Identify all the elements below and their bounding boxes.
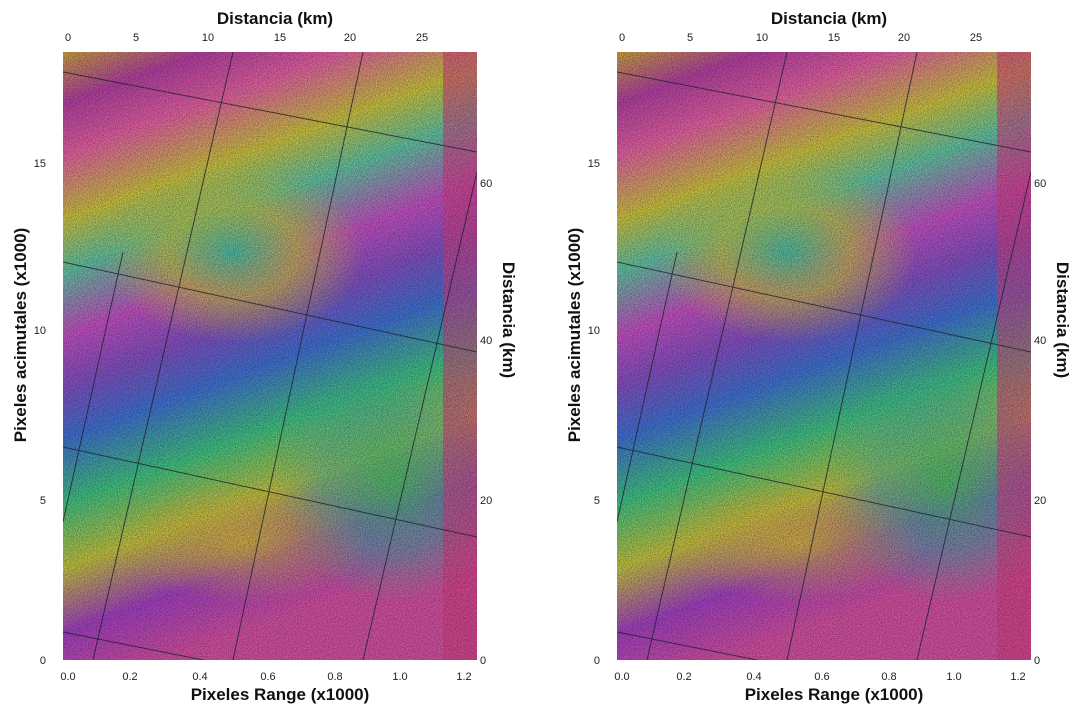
bottom-tick-label: 1.2 xyxy=(456,671,471,683)
bottom-tick-label: 0.8 xyxy=(327,671,342,683)
bottom-tick-label: 0.2 xyxy=(122,671,137,683)
left-tick-label: 5 xyxy=(40,495,46,507)
top-tick-label: 5 xyxy=(687,32,693,44)
bottom-tick-label: 1.0 xyxy=(392,671,407,683)
interferogram xyxy=(63,52,513,660)
right-tick-label: 0 xyxy=(1034,655,1040,667)
left-axis-label: Pixeles acimutales (x1000) xyxy=(565,228,584,443)
left-tick-label: 10 xyxy=(588,325,600,337)
top-tick-label: 10 xyxy=(202,32,214,44)
top-tick-label: 20 xyxy=(344,32,356,44)
top-tick-label: 25 xyxy=(416,32,428,44)
left-tick-label: 10 xyxy=(34,325,46,337)
right-tick-label: 20 xyxy=(1034,495,1046,507)
top-tick-label: 25 xyxy=(970,32,982,44)
left-tick-label: 0 xyxy=(40,655,46,667)
bottom-axis-label: Pixeles Range (x1000) xyxy=(191,685,370,704)
right-axis-label: Distancia (km) xyxy=(1053,262,1072,378)
axes: Distancia (km) 0 5 10 15 20 25 Pixeles acimutal… xyxy=(11,9,1072,704)
top-tick-label: 0 xyxy=(619,32,625,44)
top-tick-label: 20 xyxy=(898,32,910,44)
right-tick-label: 60 xyxy=(480,178,492,190)
interferogram xyxy=(617,52,1067,660)
bottom-tick-label: 0.0 xyxy=(614,671,629,683)
bottom-axis-label: Pixeles Range (x1000) xyxy=(745,685,924,704)
bottom-tick-label: 0.2 xyxy=(676,671,691,683)
bottom-tick-label: 0.4 xyxy=(192,671,207,683)
left-tick-label: 5 xyxy=(594,495,600,507)
right-tick-label: 60 xyxy=(1034,178,1046,190)
bottom-tick-label: 1.0 xyxy=(946,671,961,683)
right-tick-label: 40 xyxy=(1034,335,1046,347)
left-axis-label: Pixeles acimutales (x1000) xyxy=(11,228,30,443)
bottom-tick-label: 0.6 xyxy=(814,671,829,683)
top-tick-label: 15 xyxy=(828,32,840,44)
top-tick-label: 0 xyxy=(65,32,71,44)
bottom-tick-label: 0.6 xyxy=(260,671,275,683)
bottom-tick-label: 0.4 xyxy=(746,671,761,683)
right-axis-label: Distancia (km) xyxy=(499,262,518,378)
left-tick-label: 15 xyxy=(588,158,600,170)
top-tick-label: 15 xyxy=(274,32,286,44)
bottom-tick-label: 0.8 xyxy=(881,671,896,683)
bottom-tick-label: 1.2 xyxy=(1010,671,1025,683)
top-tick-label: 10 xyxy=(756,32,768,44)
left-tick-label: 0 xyxy=(594,655,600,667)
top-axis-label: Distancia (km) xyxy=(771,9,887,28)
top-tick-label: 5 xyxy=(133,32,139,44)
bottom-tick-label: 0.0 xyxy=(60,671,75,683)
top-axis-label: Distancia (km) xyxy=(217,9,333,28)
right-tick-label: 0 xyxy=(480,655,486,667)
left-tick-label: 15 xyxy=(34,158,46,170)
right-tick-label: 40 xyxy=(480,335,492,347)
right-tick-label: 20 xyxy=(480,495,492,507)
